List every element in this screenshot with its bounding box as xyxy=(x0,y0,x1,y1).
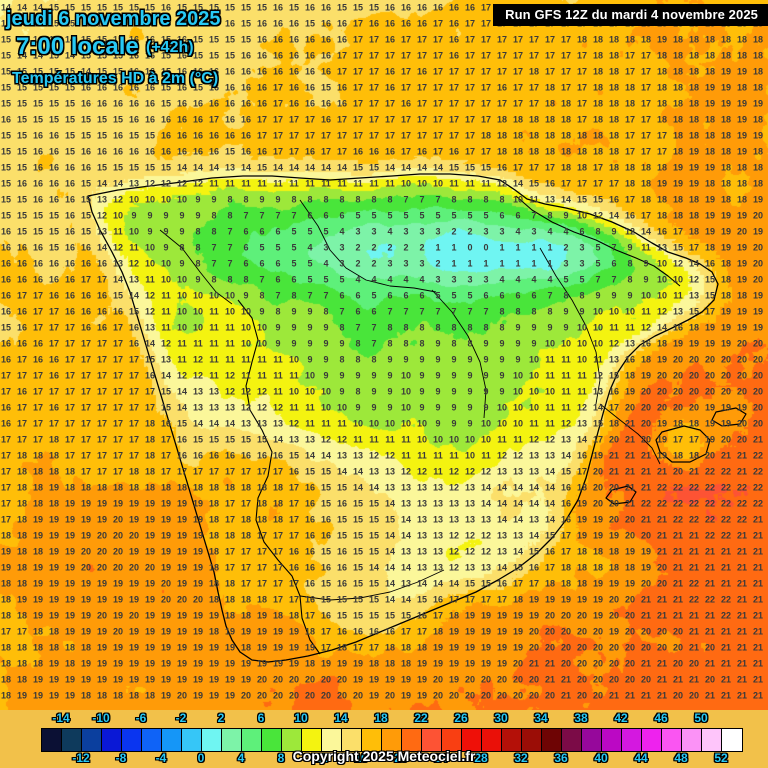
color-swatch xyxy=(342,729,362,751)
color-swatch xyxy=(202,729,222,751)
temperature-field-canvas xyxy=(0,0,768,710)
scale-tick-label: 48 xyxy=(674,751,688,765)
color-swatch xyxy=(242,729,262,751)
color-swatch xyxy=(122,729,142,751)
scale-tick-label: -6 xyxy=(135,711,147,725)
scale-tick-label: 34 xyxy=(534,711,548,725)
scale-tick-label: 14 xyxy=(334,711,348,725)
scale-tick-label: 38 xyxy=(574,711,588,725)
color-swatch xyxy=(302,729,322,751)
color-swatch xyxy=(662,729,682,751)
scale-tick-label: -12 xyxy=(72,751,90,765)
scale-tick-label: 36 xyxy=(554,751,568,765)
scale-tick-label: 10 xyxy=(294,711,308,725)
scale-tick-label: 4 xyxy=(237,751,245,765)
color-swatch xyxy=(562,729,582,751)
color-swatch xyxy=(42,729,62,751)
color-scale: -14 -10 -6 -2 2 6 10 14 18 22 26 30 34 38 42 46 50 -12 -8-… xyxy=(0,710,768,768)
color-swatch xyxy=(522,729,542,751)
color-swatch xyxy=(182,729,202,751)
color-swatch xyxy=(542,729,562,751)
color-swatch xyxy=(362,729,382,751)
forecast-date-label: jeudi 6 novembre 2025 xyxy=(6,8,221,30)
copyright-label: Copyright 2025 Meteociel.fr xyxy=(292,748,476,764)
scale-tick-label: 30 xyxy=(494,711,508,725)
scale-tick-label: 42 xyxy=(614,711,628,725)
scale-tick-label: -10 xyxy=(92,711,110,725)
scale-tick-label: 22 xyxy=(414,711,428,725)
forecast-leadtime-label: (+42h) xyxy=(146,39,194,56)
model-run-banner: Run GFS 12Z du mardi 4 novembre 2025 xyxy=(493,4,768,26)
color-swatch xyxy=(602,729,622,751)
color-swatch xyxy=(162,729,182,751)
scale-tick-label: 50 xyxy=(694,711,708,725)
scale-tick-label: 40 xyxy=(594,751,608,765)
scale-tick-label: 46 xyxy=(654,711,668,725)
scale-tick-label: 2 xyxy=(217,711,225,725)
color-swatch xyxy=(62,729,82,751)
scale-tick-label: 18 xyxy=(374,711,388,725)
color-swatch xyxy=(642,729,662,751)
color-swatch xyxy=(502,729,522,751)
color-swatch xyxy=(282,729,302,751)
color-swatch xyxy=(462,729,482,751)
scale-tick-label: 12 xyxy=(314,751,328,765)
scale-tick-label: -14 xyxy=(52,711,70,725)
scale-tick-label: 0 xyxy=(197,751,205,765)
scale-tick-label: -2 xyxy=(175,711,187,725)
color-swatch xyxy=(102,729,122,751)
color-swatch xyxy=(402,729,422,751)
scale-tick-label: 26 xyxy=(454,711,468,725)
scale-tick-label: 32 xyxy=(514,751,528,765)
scale-tick-label: 20 xyxy=(394,751,408,765)
scale-tick-label: 8 xyxy=(277,751,285,765)
color-swatch xyxy=(382,729,402,751)
scale-tick-label: 28 xyxy=(474,751,488,765)
scale-tick-label: 44 xyxy=(634,751,648,765)
color-swatch xyxy=(322,729,342,751)
color-swatch xyxy=(702,729,722,751)
color-swatch xyxy=(142,729,162,751)
color-swatch xyxy=(682,729,702,751)
scale-tick-label: -4 xyxy=(155,751,167,765)
color-swatch xyxy=(722,729,742,751)
scale-tick-label: -8 xyxy=(115,751,127,765)
scale-tick-label: 16 xyxy=(354,751,368,765)
scale-tick-label: 24 xyxy=(434,751,448,765)
color-swatch xyxy=(482,729,502,751)
color-swatch xyxy=(622,729,642,751)
color-swatch xyxy=(422,729,442,751)
color-swatch xyxy=(222,729,242,751)
color-swatch xyxy=(82,729,102,751)
color-swatch xyxy=(262,729,282,751)
scale-tick-label: 52 xyxy=(714,751,728,765)
forecast-time-label: 7:00 locale xyxy=(16,33,139,60)
color-swatch xyxy=(582,729,602,751)
scale-tick-label: 6 xyxy=(257,711,265,725)
color-scale-bar xyxy=(41,728,743,752)
parameter-label: Températures HD à 2m (°C) xyxy=(12,70,219,87)
color-swatch xyxy=(442,729,462,751)
